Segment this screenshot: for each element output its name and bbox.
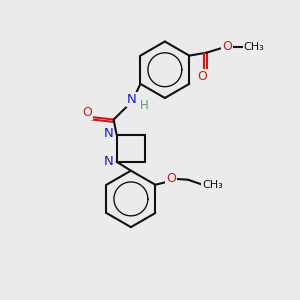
Text: CH₃: CH₃ <box>244 42 265 52</box>
Text: CH₃: CH₃ <box>202 180 223 190</box>
Text: N: N <box>127 93 137 106</box>
Text: O: O <box>166 172 176 185</box>
Text: O: O <box>82 106 92 119</box>
Text: N: N <box>103 155 113 168</box>
Text: O: O <box>222 40 232 53</box>
Text: N: N <box>103 127 113 140</box>
Text: H: H <box>140 99 149 112</box>
Text: O: O <box>197 70 207 83</box>
